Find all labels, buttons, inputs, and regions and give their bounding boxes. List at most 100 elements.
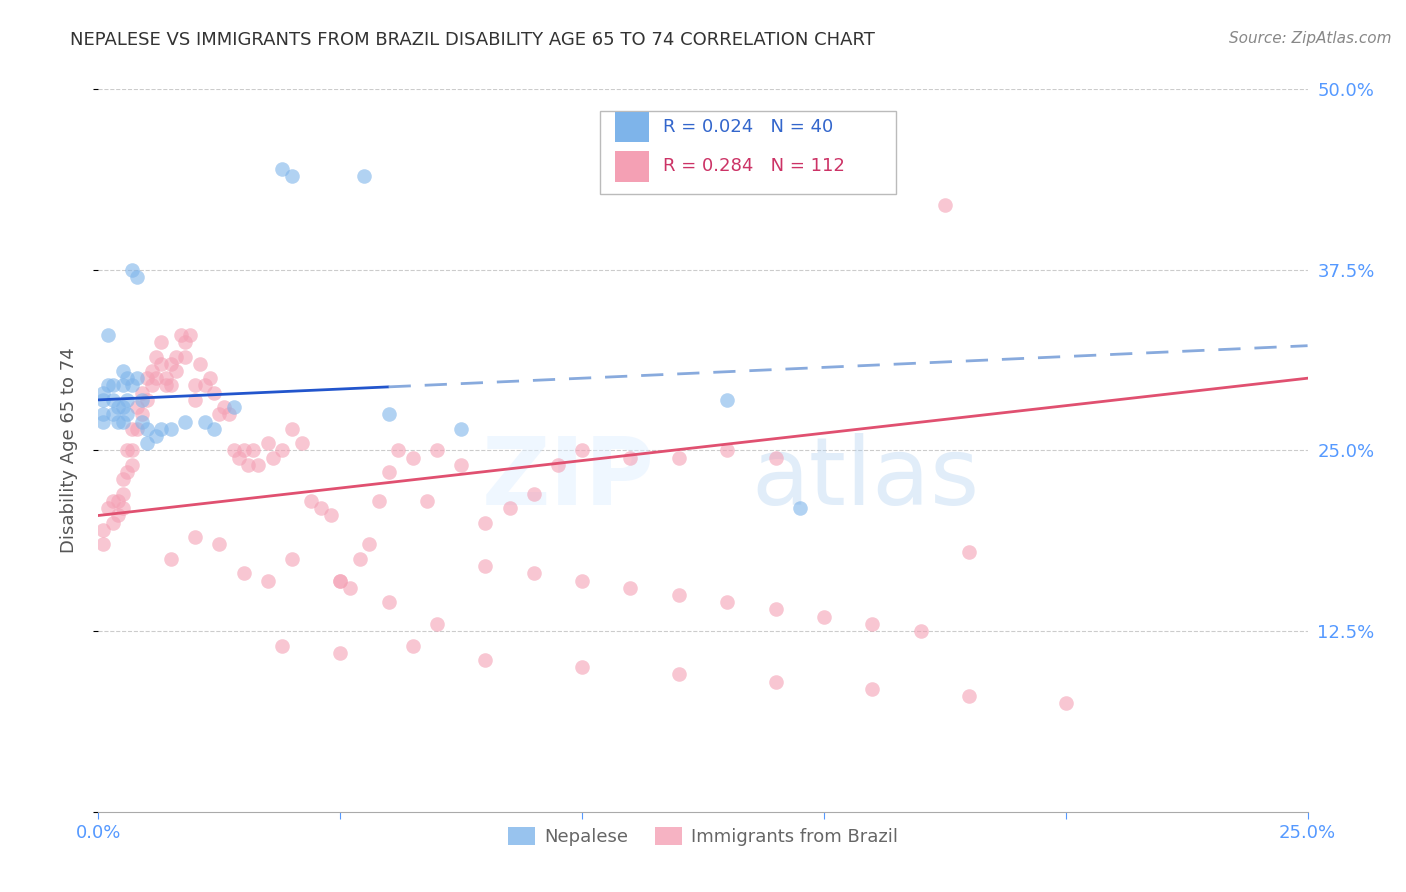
Point	[91, 392, 114, 407]
Point	[957, 544, 980, 558]
Point	[155, 371, 177, 385]
Point	[97, 501, 120, 516]
Point	[101, 392, 124, 407]
Point	[426, 443, 449, 458]
Point	[957, 689, 980, 703]
Point	[232, 443, 254, 458]
Point	[716, 392, 738, 407]
Point	[359, 537, 381, 551]
Point	[121, 422, 143, 436]
Point	[571, 443, 593, 458]
Point	[232, 566, 254, 581]
Point	[319, 508, 342, 523]
Point	[256, 436, 278, 450]
Point	[107, 494, 129, 508]
Point	[150, 334, 173, 349]
Point	[179, 327, 201, 342]
Point	[194, 378, 217, 392]
Point	[107, 508, 129, 523]
Point	[169, 327, 191, 342]
Point	[131, 415, 153, 429]
Point	[101, 407, 124, 421]
Point	[101, 494, 124, 508]
Point	[107, 400, 129, 414]
Point	[127, 270, 149, 285]
Point	[716, 443, 738, 458]
FancyBboxPatch shape	[614, 151, 648, 181]
Point	[174, 350, 197, 364]
Point	[135, 371, 157, 385]
Point	[107, 415, 129, 429]
Text: NEPALESE VS IMMIGRANTS FROM BRAZIL DISABILITY AGE 65 TO 74 CORRELATION CHART: NEPALESE VS IMMIGRANTS FROM BRAZIL DISAB…	[70, 31, 875, 49]
Point	[204, 422, 226, 436]
Point	[668, 667, 690, 681]
Point	[117, 407, 139, 421]
Point	[571, 660, 593, 674]
Point	[339, 581, 361, 595]
Point	[860, 681, 883, 696]
Point	[290, 436, 312, 450]
Point	[117, 443, 139, 458]
Point	[111, 487, 134, 501]
Point	[281, 551, 304, 566]
Point	[145, 429, 167, 443]
Point	[135, 392, 157, 407]
Point	[91, 407, 114, 421]
Point	[426, 616, 449, 631]
Point	[498, 501, 520, 516]
Point	[141, 378, 163, 392]
Point	[222, 400, 245, 414]
Point	[860, 140, 883, 154]
Point	[135, 422, 157, 436]
Point	[860, 616, 883, 631]
Point	[765, 674, 787, 689]
Point	[131, 392, 153, 407]
Point	[111, 378, 134, 392]
Point	[111, 501, 134, 516]
Point	[208, 537, 231, 551]
Point	[111, 400, 134, 414]
Point	[121, 262, 143, 277]
Point	[416, 494, 439, 508]
Point	[184, 530, 207, 544]
Point	[765, 602, 787, 616]
Point	[571, 574, 593, 588]
Point	[222, 443, 245, 458]
Point	[934, 198, 956, 212]
Point	[238, 458, 260, 472]
Point	[218, 407, 240, 421]
Point	[160, 422, 183, 436]
Point	[329, 574, 352, 588]
Point	[97, 327, 120, 342]
Point	[127, 371, 149, 385]
Point	[131, 385, 153, 400]
Point	[174, 415, 197, 429]
Point	[97, 378, 120, 392]
Point	[150, 422, 173, 436]
Point	[204, 385, 226, 400]
Point	[619, 450, 641, 465]
Point	[402, 639, 425, 653]
Point	[271, 639, 294, 653]
Point	[523, 566, 546, 581]
Point	[160, 551, 183, 566]
Point	[165, 364, 187, 378]
Point	[91, 523, 114, 537]
Point	[111, 472, 134, 486]
Point	[523, 487, 546, 501]
Point	[329, 646, 352, 660]
Point	[281, 422, 304, 436]
Point	[668, 588, 690, 602]
Point	[165, 350, 187, 364]
Point	[111, 415, 134, 429]
Point	[547, 458, 569, 472]
Point	[910, 624, 932, 639]
Point	[813, 609, 835, 624]
Point	[716, 595, 738, 609]
Point	[174, 334, 197, 349]
Point	[377, 465, 399, 479]
Point	[188, 357, 211, 371]
Point	[281, 169, 304, 183]
Point	[247, 458, 270, 472]
FancyBboxPatch shape	[600, 111, 897, 194]
